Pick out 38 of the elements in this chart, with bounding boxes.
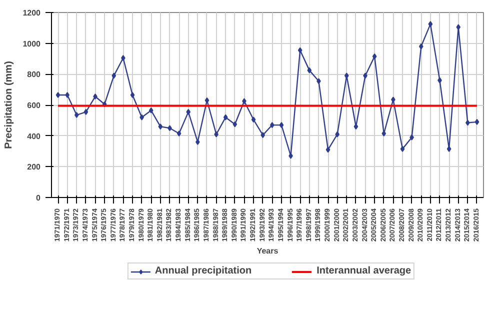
point (307, 67, 312, 74)
point (148, 107, 154, 114)
y-tick-label: 800 (27, 70, 42, 80)
point (204, 97, 210, 104)
point (400, 146, 405, 152)
y-tick-label: 200 (27, 162, 42, 172)
point (186, 108, 191, 115)
point (56, 92, 60, 98)
point (279, 122, 284, 128)
legend-label: Annual precipitation (154, 266, 252, 276)
y-tick-label: 1200 (22, 8, 42, 18)
point (474, 118, 480, 125)
point (232, 121, 238, 128)
legend-label: Interannual average (316, 266, 412, 276)
y-tick-label: 0 (36, 194, 42, 202)
y-tick-label: 600 (27, 101, 42, 110)
y-tick-label: 400 (27, 132, 42, 141)
point (418, 43, 424, 50)
y-axis-title: Precipitation (mm) (4, 61, 15, 149)
point (446, 146, 452, 152)
point (112, 72, 116, 79)
point (251, 116, 256, 123)
point (326, 146, 330, 153)
y-tick-label: 1000 (22, 39, 42, 48)
x-axis-title: Years (256, 246, 279, 256)
point (428, 21, 433, 28)
point (74, 112, 79, 118)
point (223, 114, 228, 120)
point (176, 130, 182, 137)
point (298, 47, 302, 54)
point (456, 24, 461, 30)
point (270, 122, 274, 128)
point (260, 132, 266, 138)
point (130, 92, 135, 98)
point (372, 53, 377, 60)
point (158, 124, 163, 130)
point (84, 108, 88, 115)
point (196, 139, 200, 145)
